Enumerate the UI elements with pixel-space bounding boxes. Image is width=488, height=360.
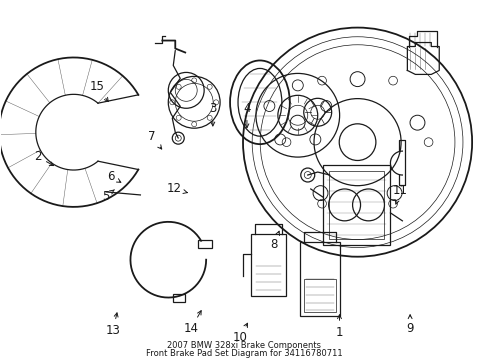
Text: 15: 15 — [90, 80, 108, 102]
Text: 13: 13 — [105, 313, 120, 337]
Bar — [322, 165, 389, 245]
Text: 3: 3 — [209, 102, 216, 126]
Bar — [250, 234, 285, 296]
Text: 9: 9 — [406, 315, 413, 335]
Text: 6: 6 — [106, 170, 121, 183]
Bar — [173, 293, 185, 302]
Text: 1: 1 — [335, 315, 343, 339]
Text: 5: 5 — [102, 190, 114, 203]
Text: 7: 7 — [148, 130, 162, 149]
Bar — [198, 240, 212, 248]
Text: 2: 2 — [34, 150, 54, 166]
Text: 10: 10 — [232, 323, 247, 344]
Text: Front Brake Pad Set Diagram for 34116780711: Front Brake Pad Set Diagram for 34116780… — [146, 349, 342, 358]
Text: 11: 11 — [392, 184, 407, 204]
Text: 12: 12 — [166, 183, 187, 195]
Bar — [299, 242, 339, 316]
Text: 14: 14 — [183, 311, 201, 335]
Bar — [303, 279, 335, 312]
Bar — [328, 171, 384, 239]
Text: 4: 4 — [243, 102, 250, 128]
Text: 2007 BMW 328xi Brake Components: 2007 BMW 328xi Brake Components — [167, 341, 321, 350]
Text: 8: 8 — [269, 231, 279, 251]
